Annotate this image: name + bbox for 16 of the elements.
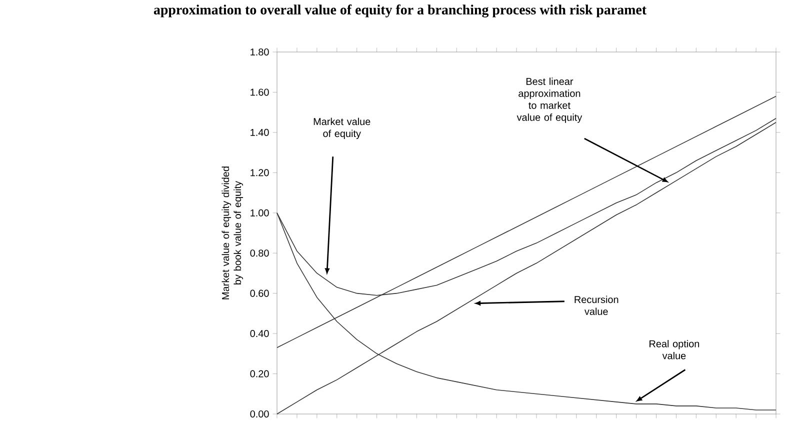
y-tick-label: 1.20	[250, 169, 269, 176]
chart-title: approximation to overall value of equity for a branching process with risk paramet	[154, 4, 646, 18]
annotation: Best linear approximation to market value of equity	[516, 78, 582, 123]
y-tick-label: 1.40	[250, 128, 269, 136]
annotation: Real option value	[650, 340, 700, 360]
y-tick-label: 1.80	[250, 48, 269, 56]
y-tick-label: 0.20	[250, 370, 269, 378]
y-tick-label: 0.60	[250, 290, 269, 297]
y-axis-title: Market value of equity divided by book value of equity	[222, 166, 243, 300]
y-tick-label: 0.40	[250, 330, 269, 338]
y-tick-label: 0.80	[250, 250, 269, 257]
annotation: Recursion value	[574, 296, 618, 316]
annotation: Market value of equity	[314, 118, 370, 140]
y-tick-label: 1.60	[250, 88, 269, 96]
y-tick-label: 1.00	[250, 209, 269, 216]
y-tick-label: 0.00	[250, 410, 269, 418]
